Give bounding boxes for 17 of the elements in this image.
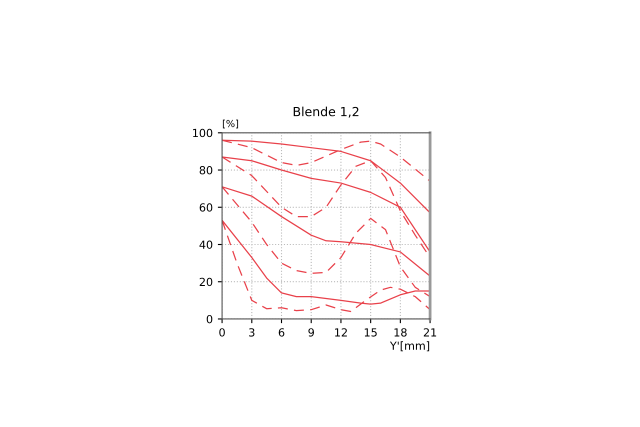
y-tick-label: 20 (200, 278, 212, 286)
y-tick-label: 80 (200, 166, 212, 174)
x-axis-title: Y'[mm] (390, 341, 430, 352)
x-tick-label: 18 (394, 328, 407, 337)
x-tick-label: 15 (364, 328, 377, 337)
y-axis-title: [%] (222, 120, 238, 128)
y-tick-label: 60 (200, 203, 212, 212)
x-tick-label: 6 (278, 328, 284, 337)
y-tick-label: 0 (206, 314, 212, 324)
chart-title: Blende 1,2 (294, 106, 358, 118)
y-tick-label: 100 (193, 128, 212, 138)
x-tick-label: 12 (335, 328, 347, 336)
x-tick-label: 3 (249, 328, 254, 337)
x-tick-label: 21 (424, 328, 436, 336)
y-tick-label: 40 (199, 240, 212, 249)
x-tick-label: 0 (219, 328, 225, 337)
x-tick-label: 9 (308, 328, 314, 337)
